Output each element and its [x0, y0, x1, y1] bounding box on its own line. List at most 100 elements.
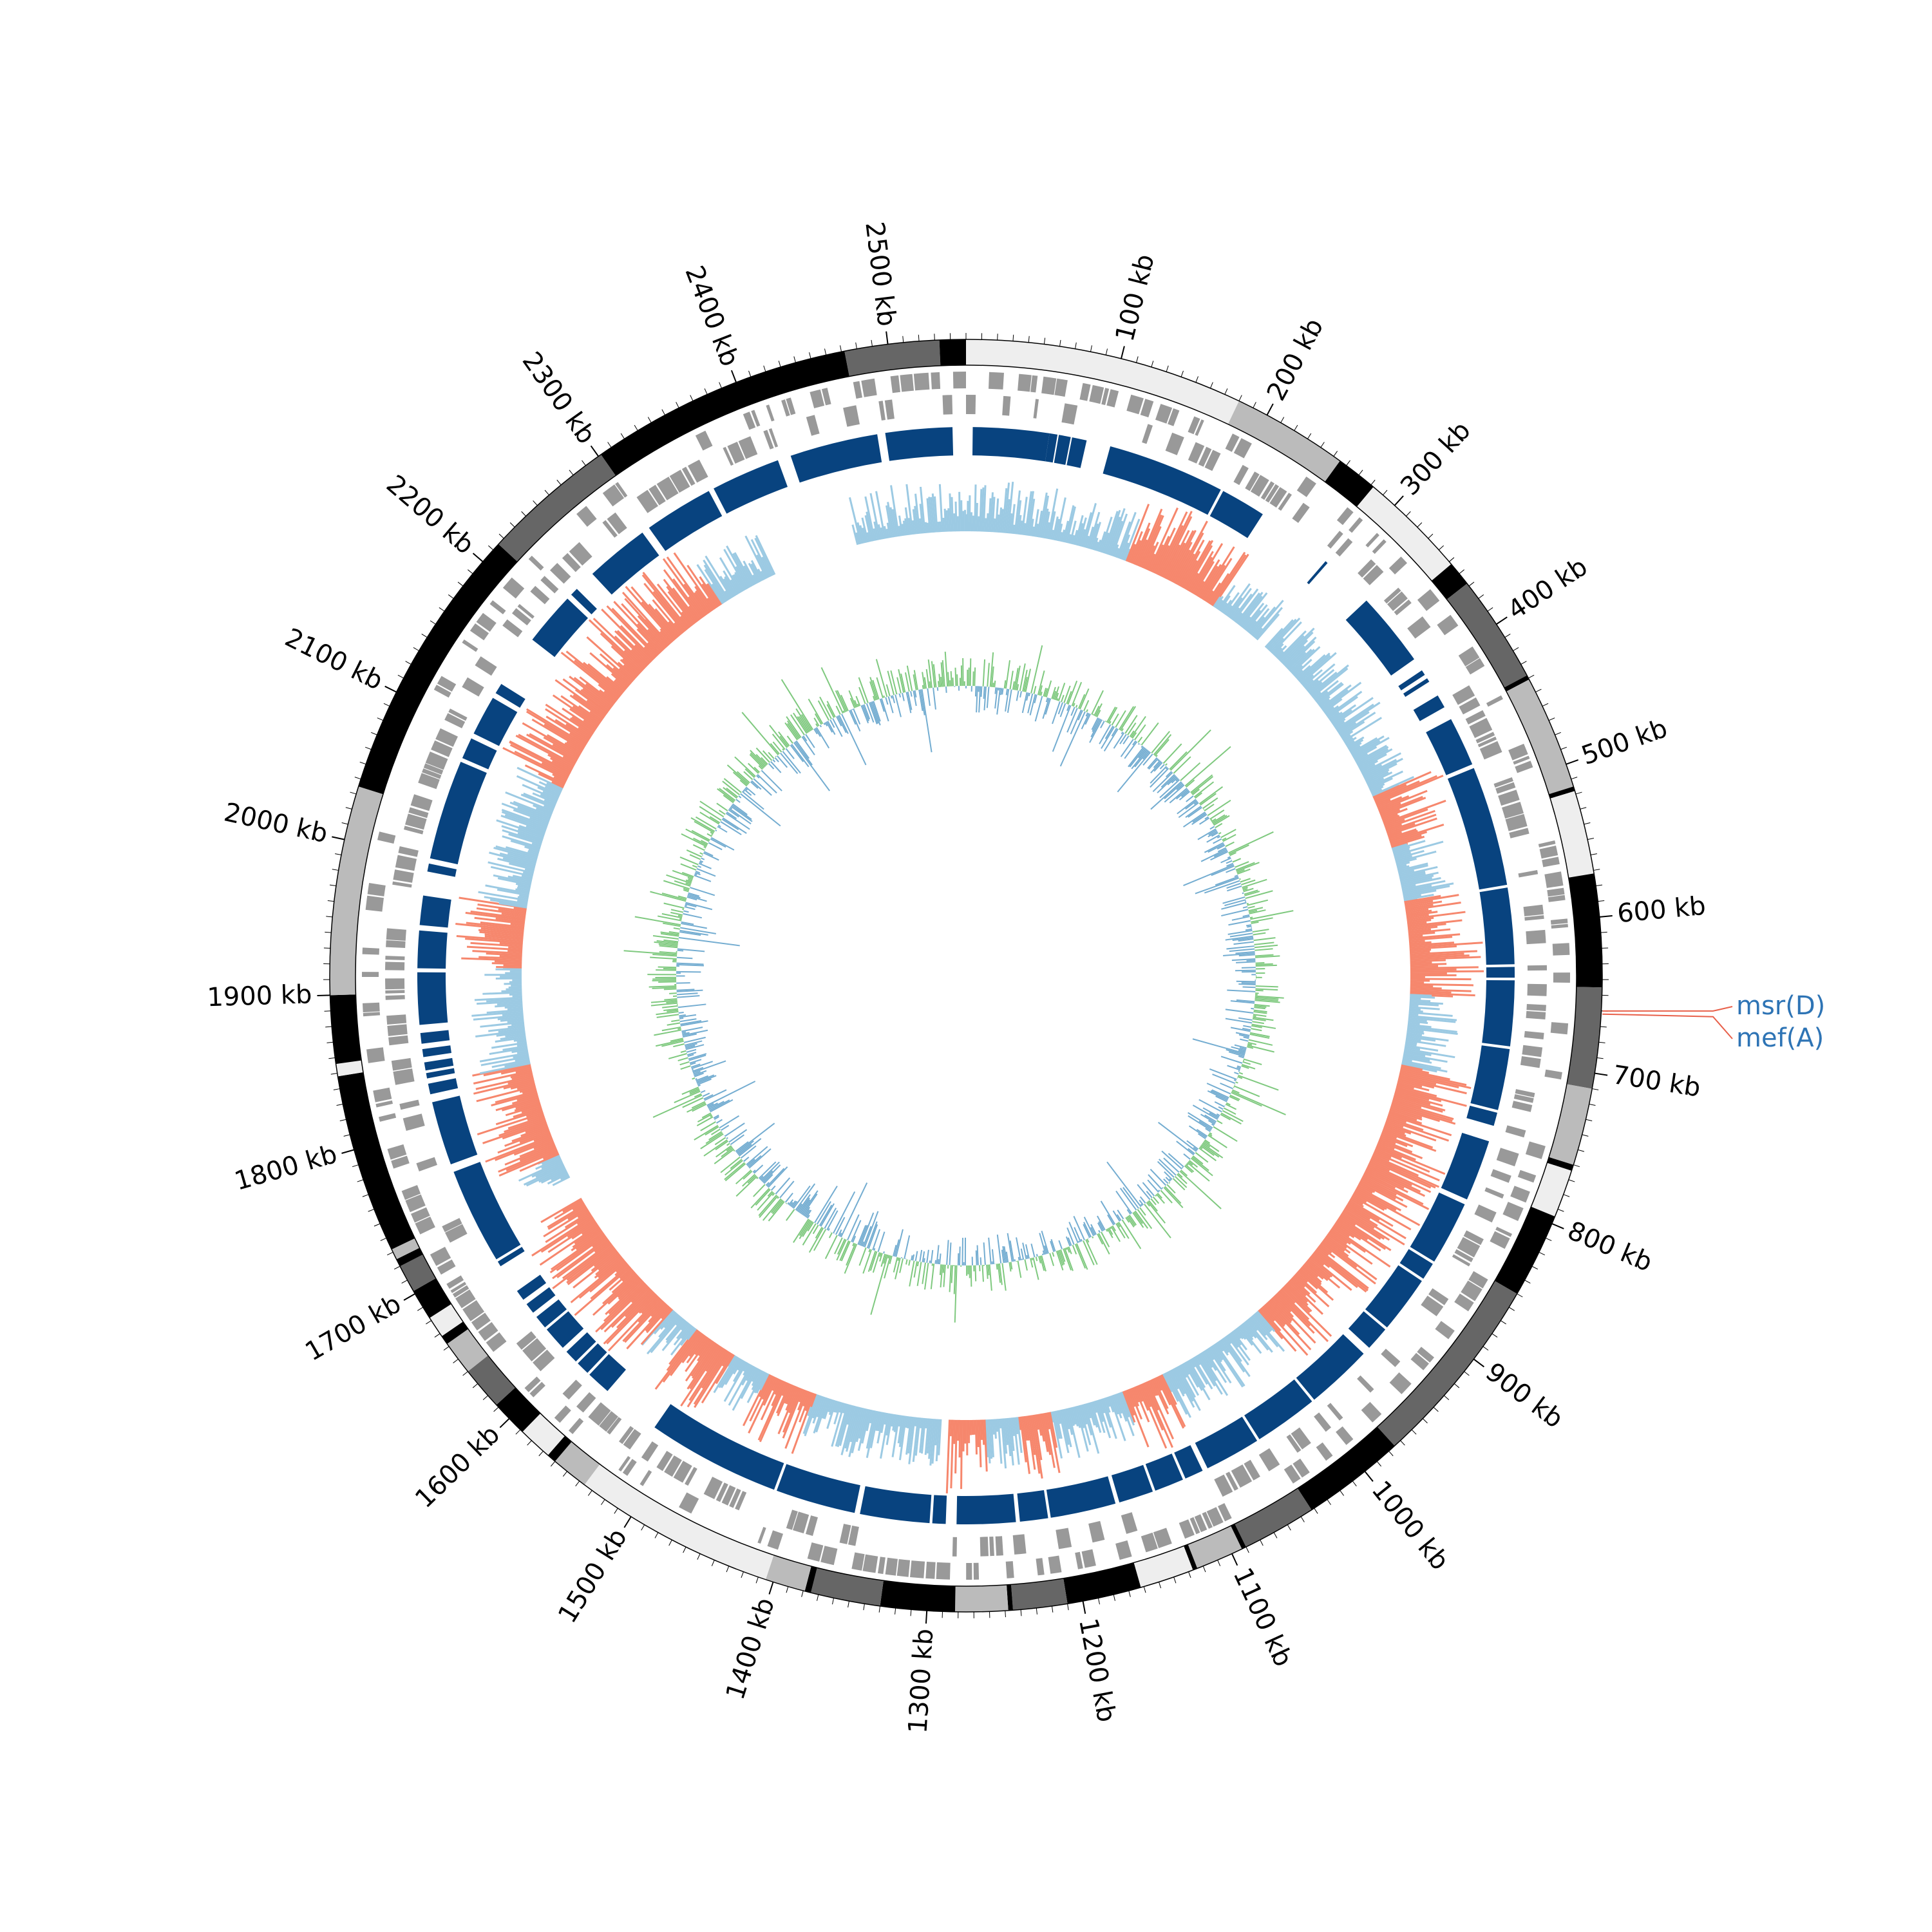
gc-skew-positive-bar: [1390, 835, 1422, 846]
gc-skew-negative-bar: [901, 524, 905, 536]
gc-skew-negative-bar: [1403, 1051, 1426, 1057]
gc-content-positive-bar: [663, 988, 677, 990]
gc-content-positive-bar: [1255, 998, 1278, 1001]
gc-content-positive-bar: [858, 1247, 867, 1266]
gc-skew-negative-bar: [1360, 763, 1376, 773]
minor-tick: [1188, 1571, 1191, 1578]
gc-content-negative-bar: [678, 1012, 684, 1014]
gc-content-negative-bar: [840, 714, 867, 766]
gc-content-negative-bar: [688, 1054, 706, 1061]
gene-feature: [1106, 389, 1119, 408]
minor-tick: [357, 1179, 364, 1182]
gc-content-positive-bar: [793, 1218, 810, 1244]
gc-content-positive-bar: [696, 1116, 714, 1126]
gc-content-negative-bar: [1233, 1079, 1236, 1082]
gc-skew-negative-bar: [1407, 1027, 1458, 1036]
gc-skew-positive-bar: [538, 773, 565, 787]
gc-content-negative-bar: [1041, 1230, 1049, 1254]
gc-content-positive-bar: [844, 1244, 858, 1274]
gc-content-negative-bar: [1022, 1242, 1027, 1260]
gc-content-negative-bar: [796, 1203, 802, 1211]
gc-skew-negative-bar: [1072, 1406, 1079, 1427]
gc-content-positive-bar: [782, 748, 784, 751]
gc-skew-negative-bar: [696, 564, 724, 605]
gene-feature: [1461, 1280, 1482, 1302]
alignment-block: [566, 1332, 596, 1362]
gene-feature: [1155, 404, 1173, 424]
gc-skew-negative-bar: [1092, 1401, 1098, 1414]
gc-skew-negative-bar: [512, 875, 533, 881]
gc-content-positive-bar: [650, 1002, 678, 1007]
gc-content-negative-bar: [840, 1182, 868, 1238]
gc-skew-negative-bar: [719, 576, 734, 598]
gc-skew-negative-bar: [475, 1029, 526, 1038]
major-tick: [590, 445, 599, 457]
gc-skew-negative-bar: [496, 819, 545, 837]
gc-skew-negative-bar: [1325, 705, 1340, 716]
gc-content-negative-bar: [1235, 1032, 1250, 1036]
gc-content-positive-bar: [858, 687, 866, 705]
gc-skew-positive-bar: [1341, 1211, 1385, 1240]
gc-content-negative-bar: [1119, 1188, 1137, 1211]
gc-skew-negative-bar: [1174, 1367, 1194, 1402]
gc-skew-positive-bar: [1340, 1215, 1356, 1226]
gc-skew-negative-bar: [551, 1171, 568, 1181]
gene-feature: [402, 1113, 425, 1131]
gc-content-positive-bar: [893, 1256, 898, 1273]
gene-feature: [462, 677, 484, 697]
alignment-block: [1470, 1045, 1510, 1110]
gc-skew-positive-bar: [1348, 1201, 1380, 1222]
gc-skew-positive-bar: [663, 569, 702, 620]
gc-content-positive-bar: [1235, 862, 1255, 871]
gc-skew-negative-bar: [833, 1401, 839, 1413]
gc-skew-positive-bar: [1381, 1133, 1414, 1148]
gene-feature: [431, 740, 453, 757]
gc-skew-negative-bar: [732, 1361, 746, 1382]
gc-skew-negative-bar: [734, 571, 746, 591]
gc-content-positive-bar: [739, 779, 748, 787]
gene-feature: [989, 372, 1004, 390]
gc-skew-positive-bar: [748, 1376, 777, 1434]
minor-tick: [374, 1223, 381, 1227]
gc-content-negative-bar: [1084, 714, 1092, 725]
gc-skew-negative-bar: [720, 1357, 741, 1388]
gc-content-negative-bar: [1142, 753, 1153, 766]
contig-segment: [1011, 1578, 1068, 1611]
major-tick: [623, 1516, 632, 1528]
gc-skew-negative-bar: [507, 1007, 523, 1010]
gc-skew-positive-bar: [522, 1088, 537, 1094]
gc-skew-positive-bar: [1269, 1299, 1292, 1323]
gc-content-positive-bar: [1249, 1032, 1270, 1037]
gc-content-negative-bar: [1139, 1199, 1144, 1206]
minor-tick: [1358, 469, 1363, 476]
gc-content-negative-bar: [755, 775, 760, 779]
gc-skew-negative-bar: [724, 576, 737, 596]
gc-content-positive-bar: [661, 1026, 681, 1032]
gc-skew-positive-bar: [1043, 1412, 1056, 1468]
gc-content-positive-bar: [933, 664, 937, 688]
minor-tick: [1180, 370, 1184, 377]
gc-content-positive-bar: [1086, 1238, 1090, 1243]
gc-content-positive-bar: [1044, 688, 1048, 697]
gc-skew-positive-bar: [494, 960, 522, 963]
gene-feature: [1296, 477, 1316, 497]
minor-tick: [328, 1057, 336, 1059]
gc-content-negative-bar: [826, 721, 833, 733]
gc-content-negative-bar: [1059, 703, 1066, 717]
gc-content-negative-bar: [1234, 1044, 1247, 1049]
gc-content-positive-bar: [1218, 831, 1222, 835]
gc-content-negative-bar: [683, 910, 689, 913]
gc-skew-positive-bar: [1406, 916, 1434, 922]
gc-skew-positive-bar: [574, 1226, 600, 1245]
gc-skew-positive-bar: [699, 576, 721, 607]
gc-content-positive-bar: [1244, 889, 1258, 895]
gc-content-positive-bar: [1252, 929, 1269, 933]
gc-skew-positive-bar: [1190, 556, 1213, 593]
gc-skew-negative-bar: [1183, 1362, 1199, 1388]
minor-tick: [332, 869, 339, 871]
gc-skew-positive-bar: [1173, 520, 1208, 584]
gene-feature: [387, 1024, 408, 1036]
gc-skew-positive-bar: [1381, 1132, 1397, 1139]
gene-feature: [1292, 502, 1310, 523]
gc-skew-negative-bar: [1358, 753, 1387, 770]
